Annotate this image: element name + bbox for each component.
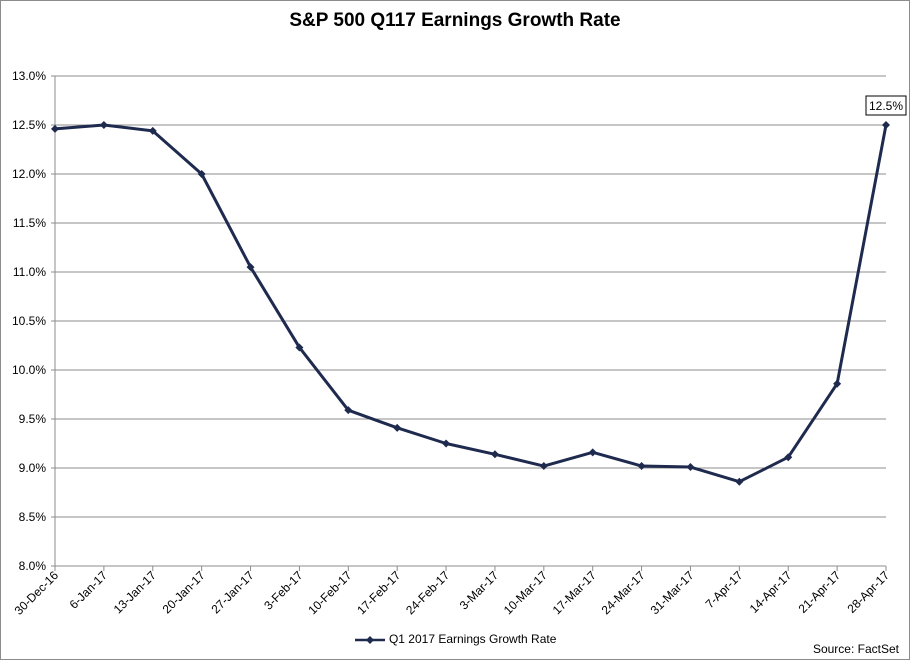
y-tick-label: 8.5% bbox=[19, 510, 47, 524]
y-tick-label: 11.0% bbox=[13, 265, 46, 279]
data-point bbox=[393, 423, 402, 432]
legend-label: Q1 2017 Earnings Growth Rate bbox=[388, 632, 557, 646]
data-point bbox=[882, 121, 890, 129]
axes bbox=[51, 75, 887, 571]
data-point bbox=[442, 439, 451, 448]
data-label: 12.5% bbox=[869, 99, 903, 113]
y-tick-label: 9.0% bbox=[19, 461, 47, 475]
x-tick-label: 13-Jan-17 bbox=[111, 568, 159, 616]
x-tick-label: 31-Mar-17 bbox=[648, 568, 697, 617]
y-tick-label: 12.5% bbox=[12, 118, 46, 132]
y-tick-label: 13.0% bbox=[12, 69, 46, 83]
data-point bbox=[344, 406, 353, 415]
y-tick-label: 9.5% bbox=[19, 412, 47, 426]
x-tick-label: 3-Feb-17 bbox=[261, 568, 306, 613]
data-point bbox=[539, 462, 548, 471]
x-tick-label: 24-Mar-17 bbox=[599, 568, 648, 617]
data-point bbox=[833, 379, 842, 388]
x-tick-label: 21-Apr-17 bbox=[796, 568, 844, 616]
x-tick-label: 24-Feb-17 bbox=[403, 568, 452, 617]
x-tick-label: 3-Mar-17 bbox=[457, 568, 502, 613]
x-tick-label: 17-Feb-17 bbox=[354, 568, 403, 617]
data-point bbox=[246, 263, 255, 272]
data-point bbox=[148, 126, 157, 135]
y-tick-label: 10.5% bbox=[12, 314, 46, 328]
x-tick-label: 6-Jan-17 bbox=[67, 568, 111, 612]
x-tick-label: 27-Jan-17 bbox=[209, 568, 257, 616]
data-point bbox=[99, 121, 108, 129]
annotations: 12.5% bbox=[865, 95, 907, 116]
data-point bbox=[197, 170, 206, 178]
y-tick-label: 12.0% bbox=[12, 167, 46, 181]
x-tick-label: 28-Apr-17 bbox=[844, 568, 892, 616]
x-tick-label: 20-Jan-17 bbox=[160, 568, 208, 616]
legend-marker bbox=[354, 635, 385, 644]
data-point bbox=[295, 343, 304, 352]
data-point bbox=[51, 124, 59, 133]
y-tick-label: 8.0% bbox=[19, 559, 47, 573]
x-tick-label: 30-Dec-16 bbox=[12, 568, 62, 618]
y-tick-label: 10.0% bbox=[12, 363, 46, 377]
x-tick-label: 10-Feb-17 bbox=[305, 568, 354, 617]
data-point bbox=[490, 450, 499, 459]
x-tick-label: 14-Apr-17 bbox=[747, 568, 795, 616]
chart-title: S&P 500 Q117 Earnings Growth Rate bbox=[289, 10, 621, 31]
data-point bbox=[637, 462, 646, 471]
y-tick-label: 11.5% bbox=[13, 216, 46, 230]
data-label-box bbox=[865, 95, 907, 116]
data-point bbox=[784, 453, 793, 462]
series-line bbox=[53, 123, 888, 484]
x-tick-labels: 30-Dec-16 6-Jan-17 13-Jan-17 20-Jan-17 27-Ja… bbox=[12, 568, 893, 618]
series-q1-2017 bbox=[51, 121, 890, 486]
source-note: Source: FactSet bbox=[812, 642, 899, 656]
x-tick-label: 17-Mar-17 bbox=[550, 568, 599, 617]
data-point bbox=[686, 463, 695, 472]
legend: Q1 2017 Earnings Growth Rate bbox=[1, 632, 909, 646]
y-tick-labels: 8.0% 8.5% 9.0% 9.5% 10.0% 10.5% 11.0% 11.5% 12.0… bbox=[12, 69, 46, 573]
x-tick-label: 10-Mar-17 bbox=[501, 568, 550, 617]
gridlines bbox=[55, 75, 886, 567]
data-point bbox=[735, 477, 744, 486]
x-tick-label: 7-Apr-17 bbox=[703, 568, 746, 611]
data-point bbox=[588, 448, 597, 457]
